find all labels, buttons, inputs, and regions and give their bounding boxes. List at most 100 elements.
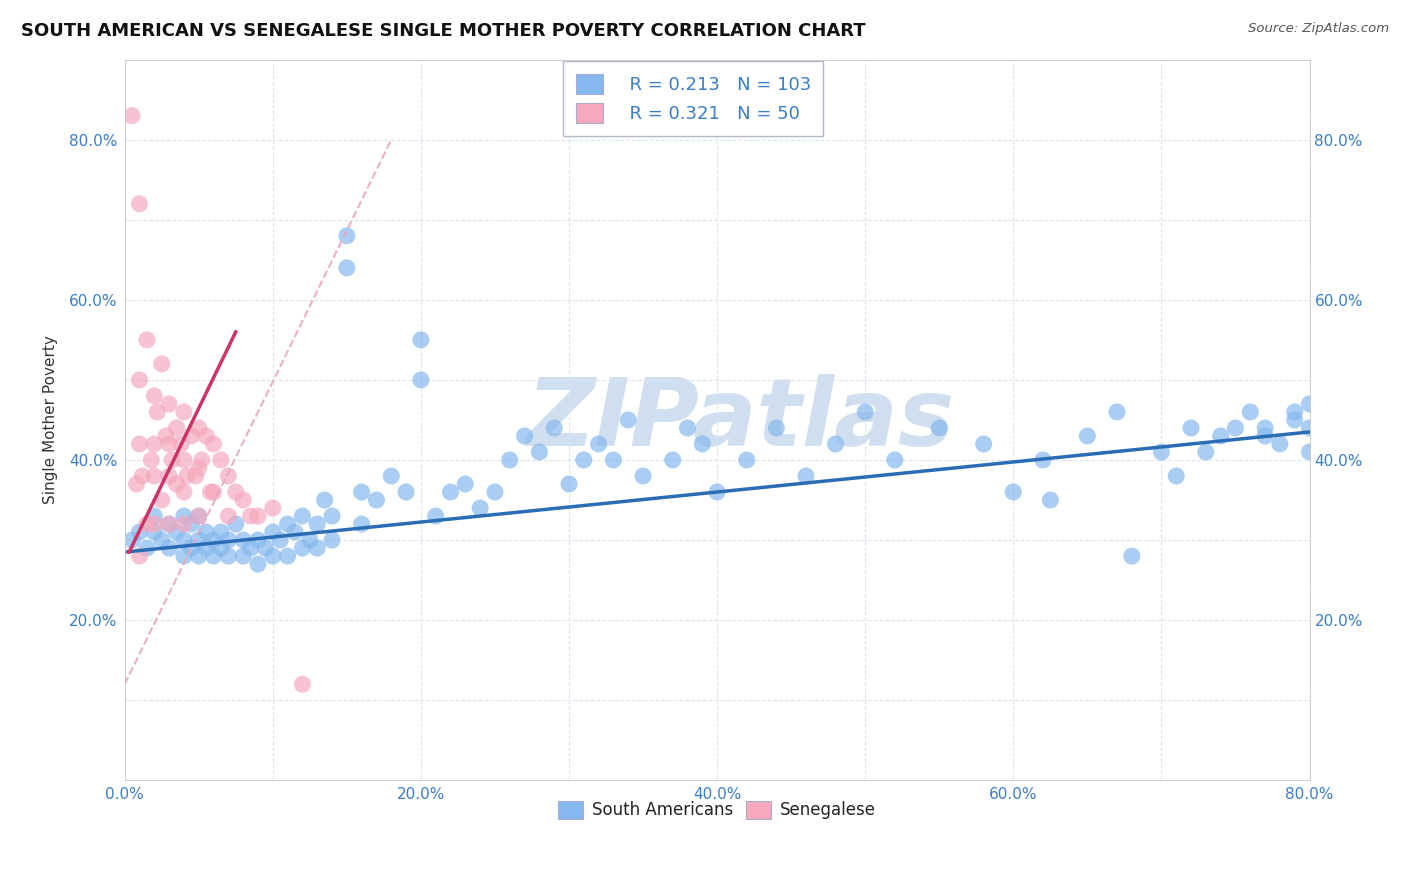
Point xyxy=(202,533,225,547)
Point xyxy=(321,509,343,524)
Point xyxy=(706,485,728,500)
Point xyxy=(180,541,202,555)
Point xyxy=(262,549,284,563)
Point xyxy=(160,453,183,467)
Point xyxy=(277,549,299,563)
Point xyxy=(454,477,477,491)
Point xyxy=(366,493,388,508)
Point xyxy=(176,469,198,483)
Point xyxy=(157,437,180,451)
Point xyxy=(239,509,262,524)
Point xyxy=(1209,429,1232,443)
Point xyxy=(166,524,188,539)
Point xyxy=(853,405,876,419)
Point xyxy=(128,373,150,387)
Text: Source: ZipAtlas.com: Source: ZipAtlas.com xyxy=(1249,22,1389,36)
Point xyxy=(135,541,157,555)
Point xyxy=(395,485,418,500)
Point xyxy=(157,517,180,532)
Point xyxy=(173,405,195,419)
Point xyxy=(883,453,905,467)
Point xyxy=(125,477,148,491)
Point xyxy=(298,533,321,547)
Point xyxy=(1180,421,1202,435)
Point xyxy=(202,437,225,451)
Point xyxy=(173,549,195,563)
Point xyxy=(1076,429,1098,443)
Y-axis label: Single Mother Poverty: Single Mother Poverty xyxy=(44,335,58,504)
Point xyxy=(1195,445,1218,459)
Point xyxy=(513,429,536,443)
Point xyxy=(246,509,269,524)
Point xyxy=(307,517,329,532)
Point xyxy=(1298,421,1320,435)
Text: SOUTH AMERICAN VS SENEGALESE SINGLE MOTHER POVERTY CORRELATION CHART: SOUTH AMERICAN VS SENEGALESE SINGLE MOTH… xyxy=(21,22,866,40)
Point xyxy=(284,524,307,539)
Point xyxy=(425,509,447,524)
Point xyxy=(1039,493,1062,508)
Point xyxy=(1002,485,1025,500)
Point xyxy=(277,517,299,532)
Point xyxy=(558,477,581,491)
Point xyxy=(314,493,336,508)
Point xyxy=(121,109,143,123)
Point xyxy=(180,429,202,443)
Point xyxy=(209,453,232,467)
Point xyxy=(690,437,713,451)
Point xyxy=(973,437,995,451)
Point xyxy=(217,533,239,547)
Point xyxy=(321,533,343,547)
Point xyxy=(155,429,177,443)
Point xyxy=(173,485,195,500)
Point xyxy=(468,501,491,516)
Point xyxy=(143,517,166,532)
Point xyxy=(350,485,373,500)
Point xyxy=(588,437,610,451)
Point xyxy=(209,524,232,539)
Point xyxy=(209,541,232,555)
Point xyxy=(246,557,269,571)
Point xyxy=(173,533,195,547)
Point xyxy=(602,453,624,467)
Point xyxy=(173,453,195,467)
Point xyxy=(143,389,166,403)
Point xyxy=(1032,453,1054,467)
Point xyxy=(499,453,522,467)
Point xyxy=(1166,469,1188,483)
Point xyxy=(409,373,432,387)
Point xyxy=(529,445,551,459)
Point xyxy=(1239,405,1261,419)
Point xyxy=(765,421,787,435)
Point xyxy=(200,485,222,500)
Point xyxy=(928,421,950,435)
Point xyxy=(254,541,277,555)
Point xyxy=(190,453,212,467)
Point xyxy=(150,357,173,371)
Point xyxy=(128,196,150,211)
Point xyxy=(143,437,166,451)
Point xyxy=(121,533,143,547)
Point xyxy=(128,437,150,451)
Point xyxy=(543,421,565,435)
Point xyxy=(187,461,209,475)
Point xyxy=(131,469,153,483)
Point xyxy=(291,541,314,555)
Point xyxy=(157,469,180,483)
Point xyxy=(180,517,202,532)
Point xyxy=(239,541,262,555)
Point xyxy=(1254,421,1277,435)
Point xyxy=(246,533,269,547)
Point xyxy=(195,541,218,555)
Point xyxy=(143,469,166,483)
Point xyxy=(184,469,207,483)
Point xyxy=(661,453,683,467)
Point xyxy=(225,517,247,532)
Point xyxy=(150,533,173,547)
Point xyxy=(1121,549,1143,563)
Point xyxy=(291,509,314,524)
Point xyxy=(291,677,314,691)
Point xyxy=(143,524,166,539)
Point xyxy=(135,333,157,347)
Point xyxy=(380,469,402,483)
Point xyxy=(202,485,225,500)
